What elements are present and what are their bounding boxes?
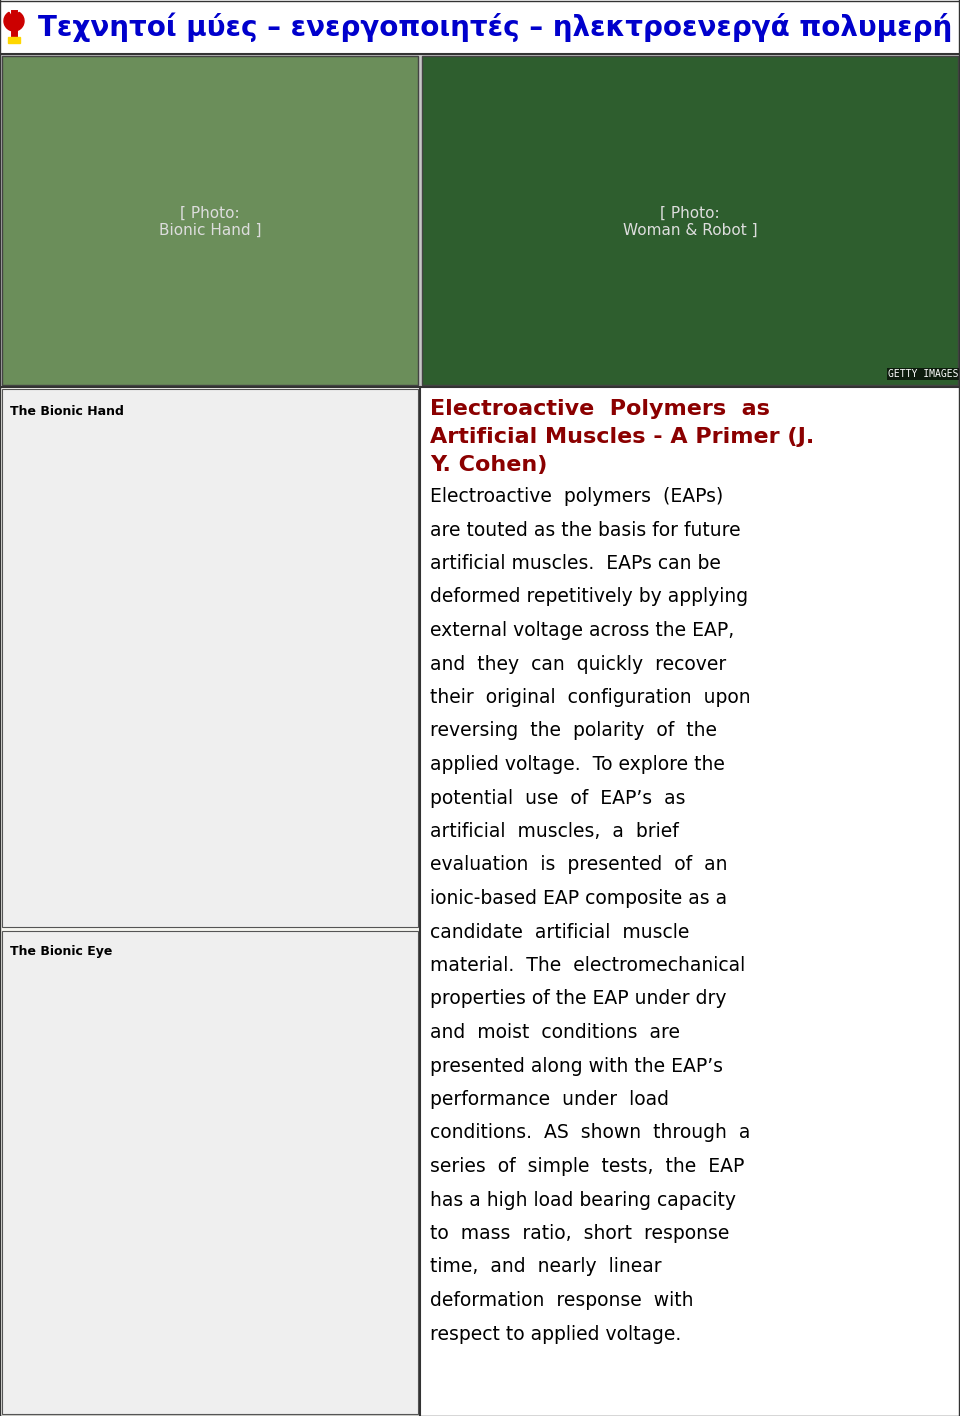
Text: are touted as the basis for future: are touted as the basis for future — [430, 521, 740, 539]
Text: has a high load bearing capacity: has a high load bearing capacity — [430, 1191, 736, 1209]
Text: to  mass  ratio,  short  response: to mass ratio, short response — [430, 1223, 730, 1243]
Text: presented along with the EAP’s: presented along with the EAP’s — [430, 1056, 723, 1076]
Bar — [2, 57, 418, 385]
Text: and  moist  conditions  are: and moist conditions are — [430, 1022, 680, 1042]
Text: deformation  response  with: deformation response with — [430, 1291, 693, 1310]
Text: applied voltage.  To explore the: applied voltage. To explore the — [430, 755, 725, 775]
Text: and  they  can  quickly  recover: and they can quickly recover — [430, 654, 727, 674]
Text: ionic-based EAP composite as a: ionic-based EAP composite as a — [430, 889, 727, 908]
Bar — [8, 37, 20, 42]
Text: Τεχνητοί μύες – ενεργοποιητές – ηλεκτροενεργά πολυμερή: Τεχνητοί μύες – ενεργοποιητές – ηλεκτροε… — [38, 13, 952, 41]
Text: their  original  configuration  upon: their original configuration upon — [430, 688, 751, 707]
Text: conditions.  AS  shown  through  a: conditions. AS shown through a — [430, 1123, 751, 1143]
Text: potential  use  of  EAP’s  as: potential use of EAP’s as — [430, 789, 685, 807]
Text: performance  under  load: performance under load — [430, 1090, 669, 1109]
Text: series  of  simple  tests,  the  EAP: series of simple tests, the EAP — [430, 1157, 744, 1177]
Text: reversing  the  polarity  of  the: reversing the polarity of the — [430, 722, 717, 741]
Text: evaluation  is  presented  of  an: evaluation is presented of an — [430, 855, 728, 875]
Bar — [422, 57, 958, 385]
Text: GETTY IMAGES: GETTY IMAGES — [887, 370, 958, 379]
Text: artificial muscles.  EAPs can be: artificial muscles. EAPs can be — [430, 554, 721, 573]
Text: external voltage across the EAP,: external voltage across the EAP, — [430, 622, 734, 640]
Text: [ Photo:
Bionic Hand ]: [ Photo: Bionic Hand ] — [158, 205, 261, 238]
Wedge shape — [4, 13, 24, 31]
Text: Electroactive  polymers  (EAPs): Electroactive polymers (EAPs) — [430, 487, 723, 506]
Text: The Bionic Hand: The Bionic Hand — [10, 405, 124, 418]
Text: Artificial Muscles - A Primer (J.: Artificial Muscles - A Primer (J. — [430, 428, 814, 447]
Text: Y. Cohen): Y. Cohen) — [430, 455, 547, 474]
Bar — [2, 930, 418, 1415]
Text: respect to applied voltage.: respect to applied voltage. — [430, 1324, 682, 1344]
Text: Electroactive  Polymers  as: Electroactive Polymers as — [430, 399, 770, 419]
Text: candidate  artificial  muscle: candidate artificial muscle — [430, 922, 689, 942]
Text: time,  and  nearly  linear: time, and nearly linear — [430, 1257, 661, 1276]
Text: properties of the EAP under dry: properties of the EAP under dry — [430, 990, 727, 1008]
Text: artificial  muscles,  a  brief: artificial muscles, a brief — [430, 823, 679, 841]
Text: material.  The  electromechanical: material. The electromechanical — [430, 956, 745, 976]
Bar — [0, 387, 420, 1416]
Bar — [0, 54, 960, 387]
Text: The Bionic Eye: The Bionic Eye — [10, 944, 112, 959]
Text: [ Photo:
Woman & Robot ]: [ Photo: Woman & Robot ] — [623, 205, 757, 238]
Bar — [0, 0, 960, 54]
Bar — [2, 389, 418, 927]
Text: deformed repetitively by applying: deformed repetitively by applying — [430, 588, 748, 606]
